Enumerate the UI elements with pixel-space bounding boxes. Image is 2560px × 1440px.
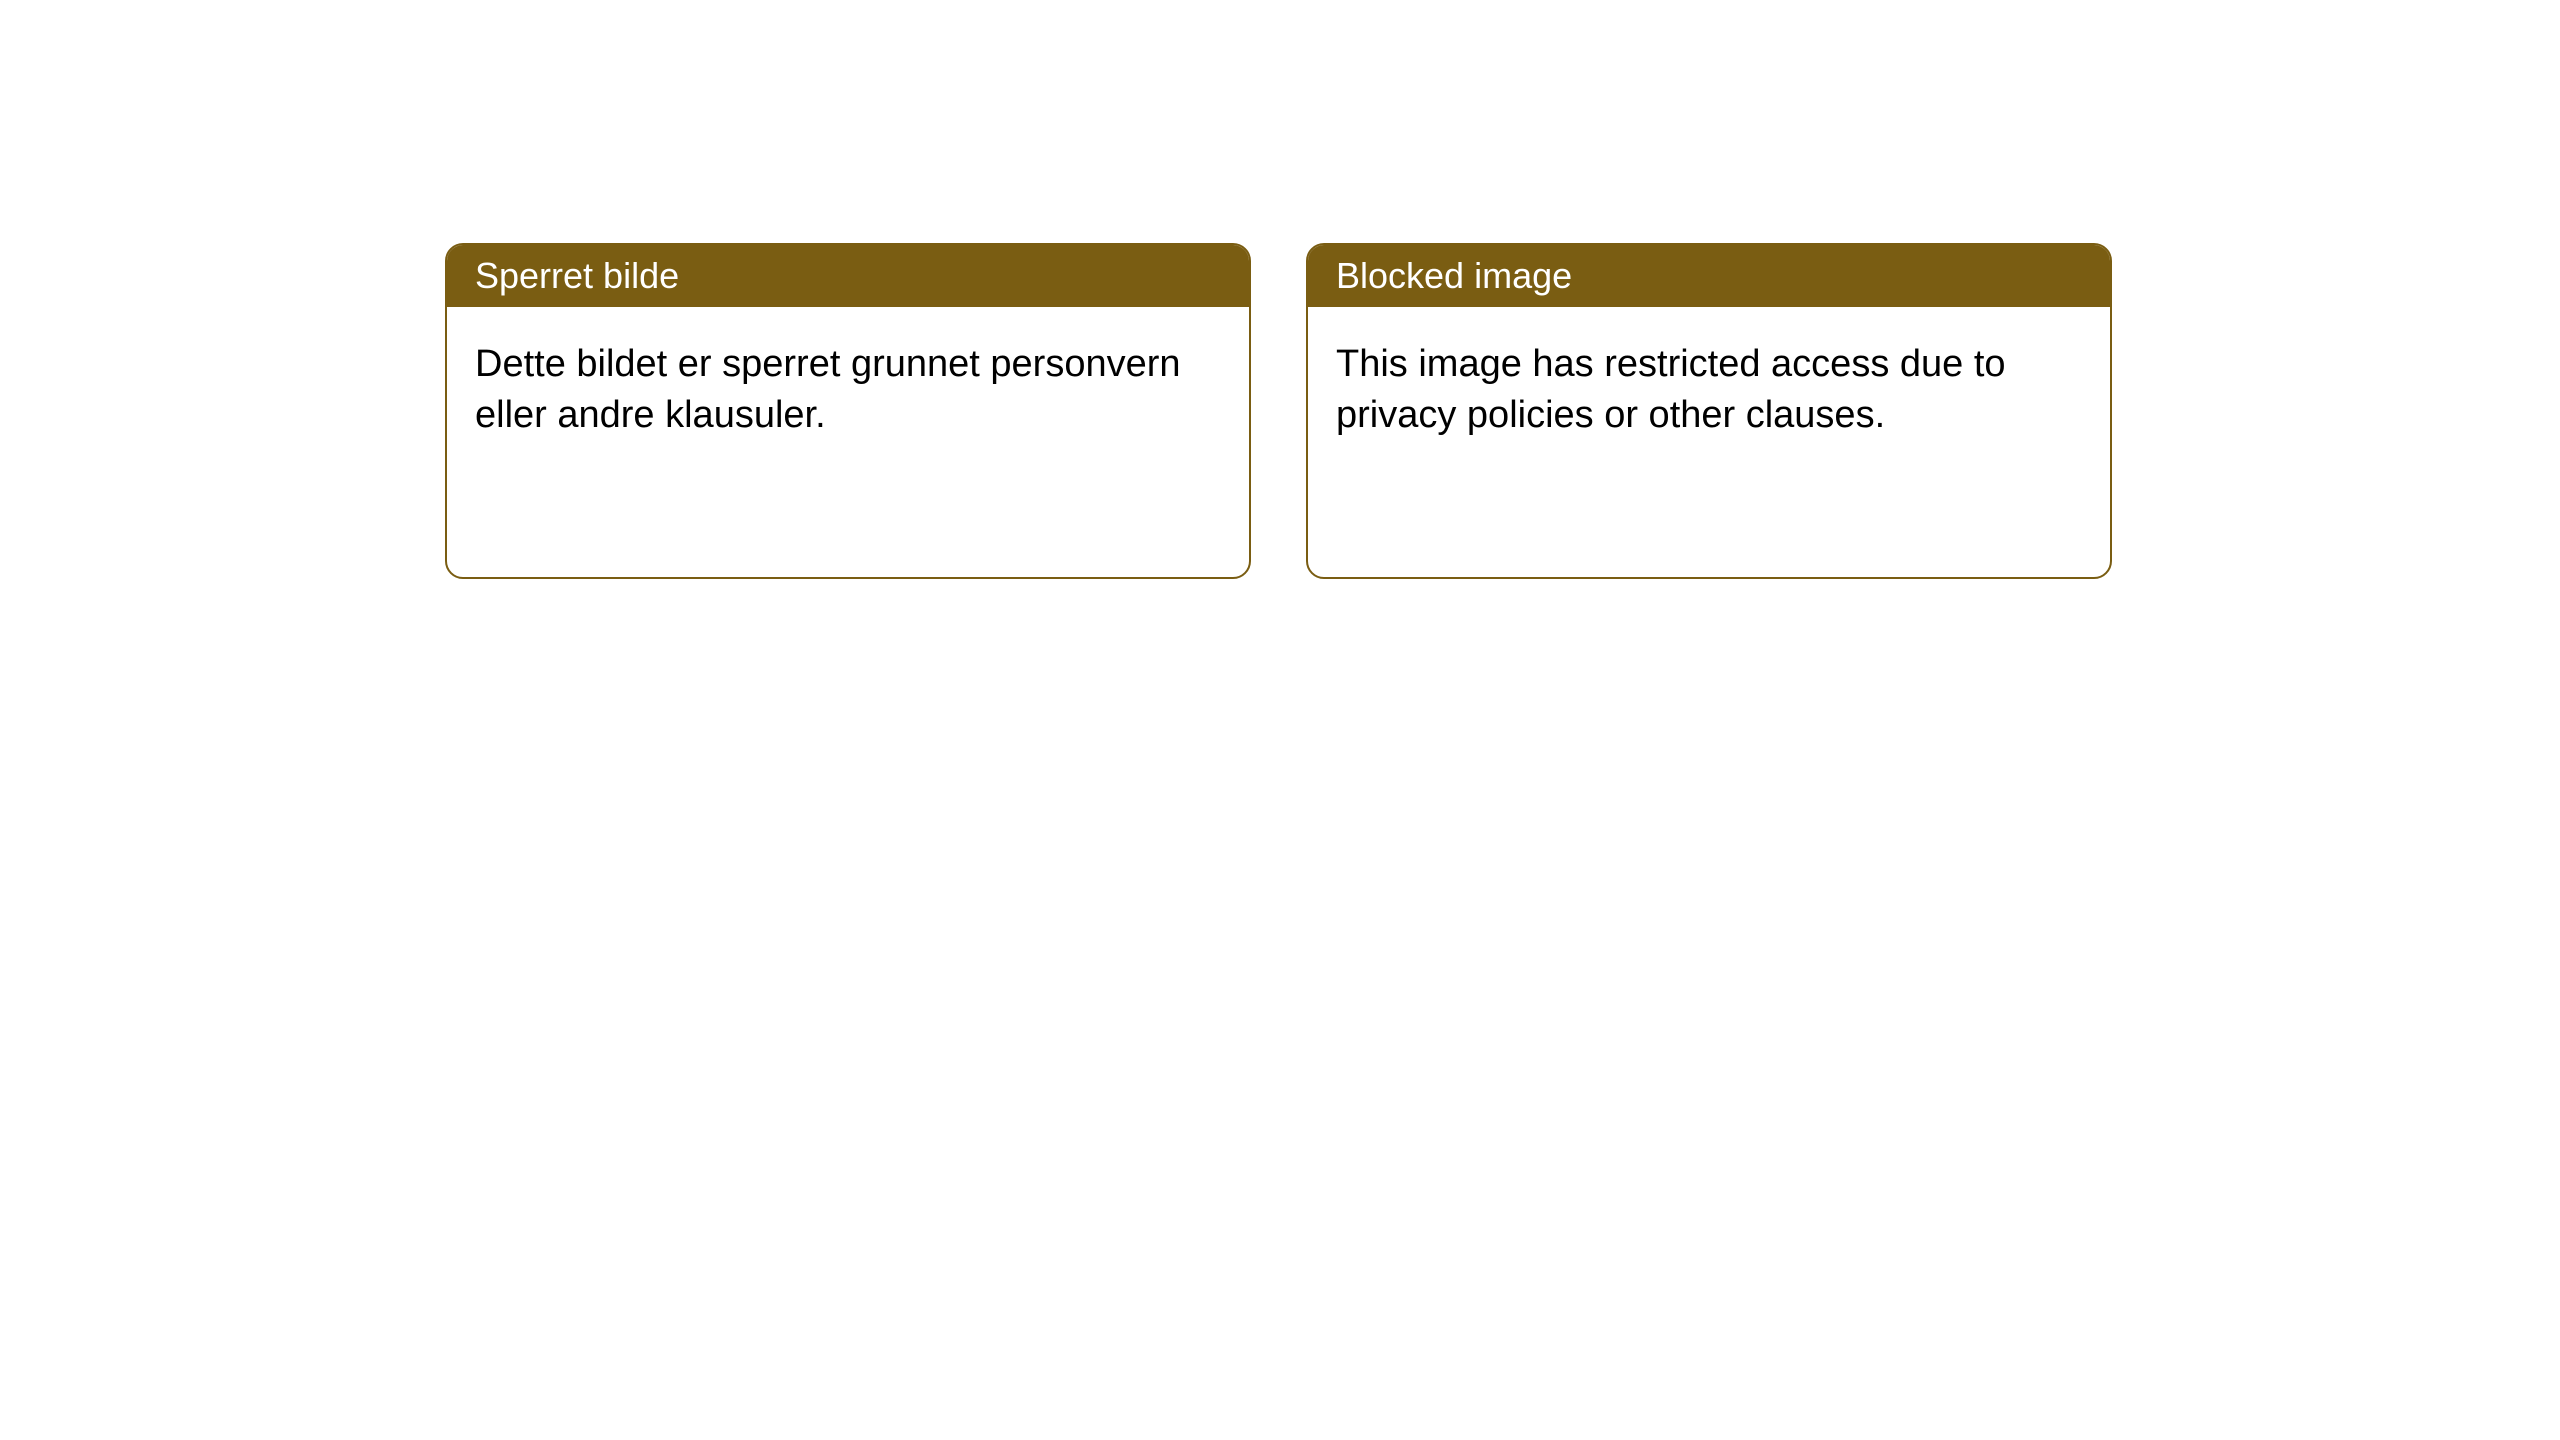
notice-card-title: Sperret bilde [447,245,1249,307]
notice-card-title: Blocked image [1308,245,2110,307]
notice-card-norwegian: Sperret bilde Dette bildet er sperret gr… [445,243,1251,579]
notice-card-english: Blocked image This image has restricted … [1306,243,2112,579]
notice-body-text: This image has restricted access due to … [1336,343,2006,436]
notice-cards-container: Sperret bilde Dette bildet er sperret gr… [445,243,2112,579]
notice-title-text: Blocked image [1336,255,1572,297]
notice-card-body: This image has restricted access due to … [1308,307,2110,474]
notice-card-body: Dette bildet er sperret grunnet personve… [447,307,1249,474]
notice-body-text: Dette bildet er sperret grunnet personve… [475,343,1181,436]
notice-title-text: Sperret bilde [475,255,679,297]
